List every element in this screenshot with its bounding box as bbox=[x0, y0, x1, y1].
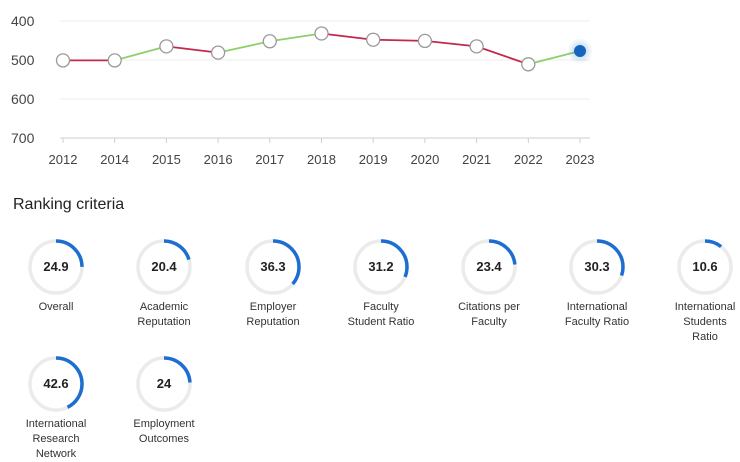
grid-lines bbox=[60, 20, 590, 139]
criterion-score: 20.4 bbox=[151, 259, 177, 274]
x-tick-label: 2015 bbox=[152, 152, 181, 167]
line-segment bbox=[269, 32, 322, 43]
criterion-item: 10.6 International Students Ratio bbox=[650, 238, 740, 345]
criterion-label: International Research Network bbox=[25, 418, 87, 460]
gauge-fill bbox=[569, 239, 625, 295]
line-segment bbox=[476, 45, 529, 66]
data-point bbox=[469, 39, 484, 54]
criterion-gauge: 30.3 bbox=[568, 238, 626, 296]
criterion-score: 31.2 bbox=[368, 259, 394, 274]
criterion-label: Academic Reputation bbox=[137, 301, 191, 328]
criterion-label: Employment Outcomes bbox=[133, 418, 195, 445]
line-segment bbox=[217, 40, 270, 54]
x-tick-label: 2017 bbox=[255, 152, 284, 167]
criterion-item: 23.4 Citations per Faculty bbox=[434, 238, 544, 330]
gauge-ring bbox=[245, 239, 301, 295]
line-segment bbox=[114, 45, 167, 62]
criterion-label: International Students Ratio bbox=[674, 301, 736, 343]
x-tick-label: 2014 bbox=[100, 152, 129, 167]
data-point bbox=[521, 57, 536, 72]
criterion-gauge: 36.3 bbox=[244, 238, 302, 296]
criterion-score: 10.6 bbox=[692, 259, 718, 274]
criterion-gauge: 10.6 bbox=[676, 238, 734, 296]
data-point bbox=[107, 53, 122, 68]
gauge-fill bbox=[677, 239, 733, 295]
gauge-ring bbox=[28, 356, 84, 412]
gauge-fill bbox=[136, 356, 192, 412]
criterion-gauge: 24.9 bbox=[27, 238, 85, 296]
data-point bbox=[55, 53, 71, 68]
criterion-gauge: 23.4 bbox=[460, 238, 518, 296]
x-tick-label: 2018 bbox=[307, 152, 336, 167]
y-tick-label: 700 bbox=[11, 130, 35, 146]
criterion-label: Employer Reputation bbox=[246, 301, 300, 328]
rank-line bbox=[63, 32, 581, 66]
criterion-item: 30.3 International Faculty Ratio bbox=[542, 238, 652, 330]
x-tick-label: 2023 bbox=[566, 152, 595, 167]
gauge-ring bbox=[136, 356, 192, 412]
criterion-item: 24 Employment Outcomes bbox=[109, 355, 219, 447]
y-axis-ticks: 400 500 600 700 bbox=[11, 13, 35, 146]
criterion-gauge: 31.2 bbox=[352, 238, 410, 296]
x-tick-label: 2019 bbox=[359, 152, 388, 167]
y-tick-label: 600 bbox=[11, 91, 35, 107]
data-point bbox=[314, 26, 329, 41]
gauge-fill bbox=[28, 239, 84, 295]
line-segment bbox=[373, 38, 425, 42]
x-tick-label: 2012 bbox=[49, 152, 78, 167]
line-segment bbox=[424, 39, 477, 48]
y-tick-label: 400 bbox=[11, 13, 35, 29]
rank-points bbox=[55, 26, 593, 72]
gauge-fill bbox=[245, 239, 301, 295]
criterion-label: International Faculty Ratio bbox=[564, 301, 630, 328]
criterion-score: 36.3 bbox=[260, 259, 286, 274]
y-tick-label: 500 bbox=[11, 52, 35, 68]
data-point bbox=[262, 34, 277, 49]
x-tick-label: 2022 bbox=[514, 152, 543, 167]
gauge-ring bbox=[569, 239, 625, 295]
criterion-gauge: 24 bbox=[135, 355, 193, 413]
criterion-item: 24.9 Overall bbox=[1, 238, 111, 315]
ranking-criteria-title: Ranking criteria bbox=[13, 196, 125, 213]
criterion-item: 36.3 Employer Reputation bbox=[218, 238, 328, 330]
criterion-label: Faculty Student Ratio bbox=[347, 301, 415, 328]
gauge-ring bbox=[28, 239, 84, 295]
gauge-fill bbox=[353, 239, 409, 295]
x-tick-label: 2021 bbox=[462, 152, 491, 167]
criterion-score: 23.4 bbox=[476, 259, 502, 274]
criterion-item: 42.6 International Research Network bbox=[1, 355, 111, 462]
data-point bbox=[417, 33, 433, 49]
gauge-ring bbox=[136, 239, 192, 295]
gauge-ring bbox=[677, 239, 733, 295]
criterion-score: 24 bbox=[156, 376, 172, 391]
data-point bbox=[210, 45, 226, 60]
criterion-gauge: 42.6 bbox=[27, 355, 85, 413]
criterion-item: 31.2 Faculty Student Ratio bbox=[326, 238, 436, 330]
criterion-score: 24.9 bbox=[43, 259, 69, 274]
criterion-item: 20.4 Academic Reputation bbox=[109, 238, 219, 330]
gauge-ring bbox=[461, 239, 517, 295]
x-tick-label: 2020 bbox=[410, 152, 439, 167]
x-axis-ticks: 2012 2014 2015 2016 2017 2018 2019 2020 2021 2022… bbox=[49, 138, 595, 167]
data-point bbox=[159, 39, 174, 54]
criterion-gauge: 20.4 bbox=[135, 238, 193, 296]
line-segment bbox=[321, 32, 374, 41]
data-point bbox=[366, 32, 381, 47]
data-point-current bbox=[574, 45, 586, 58]
gauge-fill bbox=[136, 239, 192, 295]
gauge-ring bbox=[353, 239, 409, 295]
gauge-fill bbox=[461, 239, 517, 295]
criterion-score: 42.6 bbox=[43, 376, 69, 391]
criterion-label: Citations per Faculty bbox=[458, 301, 520, 328]
line-segment bbox=[166, 45, 219, 54]
x-tick-label: 2016 bbox=[204, 152, 233, 167]
criterion-score: 30.3 bbox=[584, 259, 610, 274]
criterion-label: Overall bbox=[38, 301, 74, 313]
gauge-fill bbox=[28, 356, 84, 412]
